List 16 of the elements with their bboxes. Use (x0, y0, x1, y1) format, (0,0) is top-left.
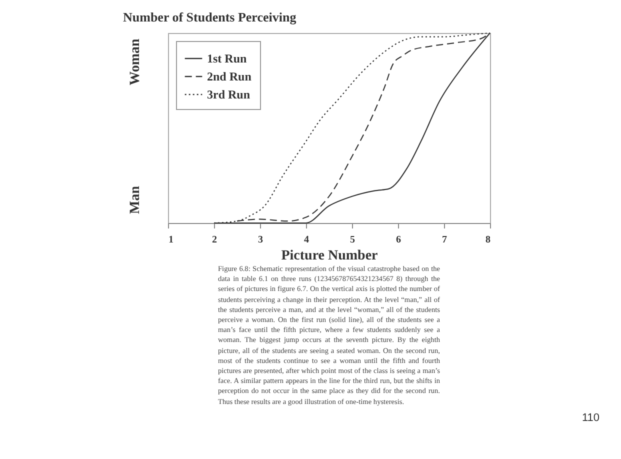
text: 110 (582, 412, 600, 424)
text: Woman (128, 38, 144, 86)
x-tick-label: 6 (396, 234, 401, 246)
x-tick-label: 1 (168, 234, 174, 246)
legend-label: 1st Run (207, 52, 248, 66)
text: Man (128, 186, 144, 214)
x-tick-label: 5 (350, 234, 355, 246)
x-axis-title: Picture Number (281, 248, 378, 264)
chart-title: Number of Students Perceiving (123, 9, 297, 24)
x-tick-label: 4 (304, 234, 309, 246)
legend-label: 2nd Run (207, 70, 252, 84)
x-tick-label: 2 (212, 234, 217, 246)
x-tick-label: 7 (442, 234, 447, 246)
x-tick-label: 8 (486, 234, 490, 246)
x-tick-label: 3 (258, 234, 263, 246)
legend-label: 3rd Run (207, 88, 250, 102)
